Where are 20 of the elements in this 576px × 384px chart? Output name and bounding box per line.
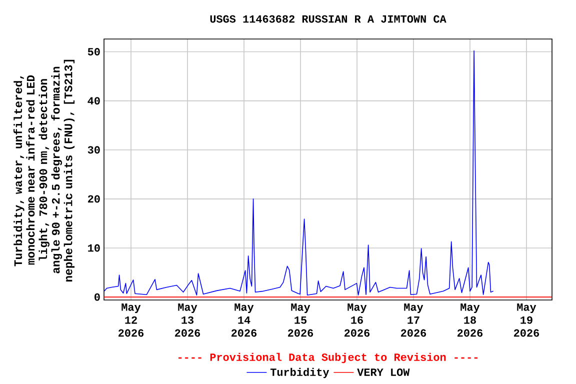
y-tick-label: 50	[88, 48, 100, 56]
x-tick-label: May 13 2026	[174, 304, 200, 337]
y-tick-label: 20	[88, 195, 100, 203]
x-tick-label: May 14 2026	[231, 304, 257, 337]
text: ---- Provisional Data Subject to Revision ----	[178, 352, 478, 364]
chart-title: USGS 11463682 RUSSIAN R A JIMTOWN CA	[210, 15, 446, 23]
y-axis-title: Turbidity, water, unfiltered, monochrome near infra-red LED light, 780-900 nm, detection angle 90 +-2.5 degrees, formazin nephelometric units (FNU), [TS213]	[13, 60, 75, 282]
x-tick-label: May 15 2026	[288, 304, 314, 337]
x-tick-label: May 17 2026	[400, 304, 426, 337]
x-tick-label: May 18 2026	[457, 304, 483, 337]
x-tick-label: May 16 2026	[344, 304, 370, 337]
x-tick-label: May 12 2026	[118, 304, 144, 337]
x-tick-label: May 19 2026	[514, 304, 540, 337]
y-tick-label: 10	[88, 244, 100, 252]
legend-label: Turbidity	[270, 368, 330, 378]
legend-label: VERY LOW	[357, 368, 410, 376]
y-tick-label: 30	[88, 146, 100, 154]
y-tick-label: 0	[94, 293, 100, 301]
line-series	[104, 50, 494, 296]
y-tick-label: 40	[88, 97, 100, 105]
